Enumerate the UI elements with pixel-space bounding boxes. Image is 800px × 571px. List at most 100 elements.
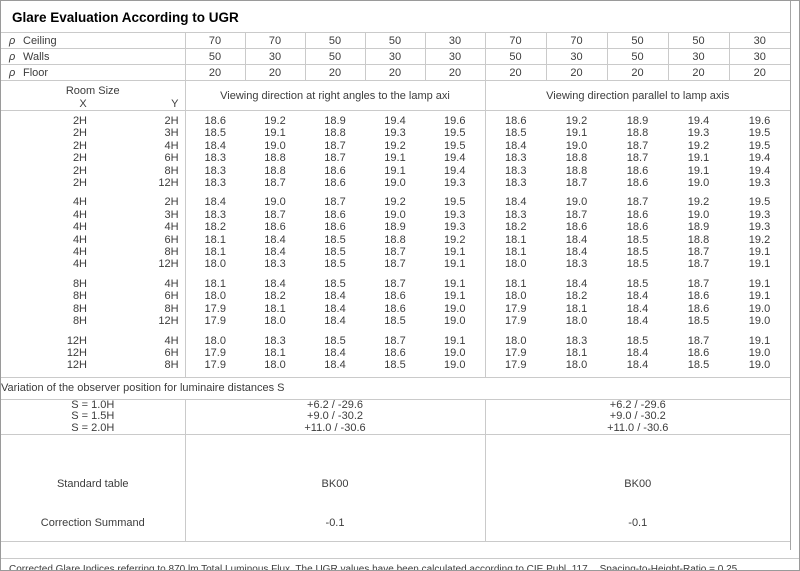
ugr-value: 19.0 [565, 196, 588, 209]
ugr-value: 19.5 [748, 127, 771, 140]
ugr-value: 18.1 [204, 233, 226, 246]
ugr-value: 18.5 [324, 334, 346, 347]
ugr-value: 17.9 [505, 302, 527, 315]
ugr-value: 18.0 [264, 359, 286, 372]
ugr-value: 18.7 [264, 177, 286, 190]
room-size-y: 2H [93, 110, 186, 128]
ugr-value: 19.2 [384, 196, 406, 209]
ugr-value: 18.4 [204, 139, 226, 152]
ugr-value: 18.4 [565, 246, 588, 259]
ugr-value: 18.2 [505, 221, 527, 234]
ugr-value: 19.0 [748, 359, 771, 372]
ugr-value: 19.3 [384, 127, 406, 140]
ugr-value: 18.5 [384, 315, 406, 328]
ugr-value: 18.7 [384, 246, 406, 259]
variation-note: Variation of the observer position for l… [1, 376, 790, 400]
ugr-value: 18.5 [384, 359, 406, 372]
ugr-value: 18.4 [626, 359, 649, 372]
standard-table-label: Standard table [56, 477, 129, 490]
ugr-value: 17.9 [204, 302, 226, 315]
ugr-value: 18.6 [626, 164, 649, 177]
room-size-y: 12H [93, 258, 186, 271]
room-size-x: 4H [72, 196, 87, 209]
ugr-value: 19.1 [425, 270, 486, 291]
room-size-x: 2H [72, 115, 87, 127]
ugr-value: 19.1 [425, 327, 486, 347]
ugr-row: 4H 2H 18.4 19.0 18.7 19.2 19.5 18.4 19.0… [1, 189, 790, 209]
ugr-value: 18.6 [565, 221, 588, 234]
room-size-y: 6H [93, 152, 186, 165]
ugr-value: 19.3 [748, 221, 771, 234]
ugr-value: 18.5 [626, 258, 649, 271]
ugr-value: 18.4 [565, 233, 588, 246]
ugr-value: 19.1 [748, 258, 771, 271]
ugr-value: 19.2 [687, 139, 710, 152]
ugr-value: 18.9 [384, 221, 406, 234]
reflectance-value: 30 [729, 48, 790, 65]
room-size-x: 2H [72, 177, 87, 190]
ugr-row: 8H 6H 18.0 18.2 18.4 18.6 19.1 18.0 18.2… [1, 290, 790, 303]
ugr-value: 18.4 [264, 246, 286, 259]
room-size-y: 8H [93, 164, 186, 178]
ugr-value: 18.7 [687, 334, 710, 347]
room-size-y: 8H [93, 302, 186, 316]
ugr-value: 19.4 [687, 115, 710, 127]
ugr-value: 18.7 [324, 139, 346, 152]
footer-note-bar: Corrected Glare Indices referring to 870… [1, 558, 799, 570]
room-size-y: 2H [93, 189, 186, 209]
ugr-value: 18.8 [565, 164, 588, 177]
ugr-value: 18.3 [505, 177, 527, 190]
ugr-value: 18.3 [204, 177, 226, 190]
reflectance-value: 70 [485, 33, 547, 49]
room-size-x: 4H [72, 233, 87, 246]
ugr-value: 19.2 [264, 115, 286, 127]
ugr-value: 18.4 [324, 346, 346, 359]
ugr-value: 18.4 [505, 139, 527, 152]
standard-table-value-left: BK00 [321, 477, 349, 490]
ugr-value: 19.3 [425, 221, 486, 234]
ugr-value: 19.1 [565, 127, 588, 140]
ugr-row: 8H 8H 17.9 18.1 18.4 18.6 19.0 17.9 18.1… [1, 302, 790, 316]
ugr-value: 18.5 [204, 127, 226, 140]
ugr-value: 18.5 [324, 233, 346, 246]
ugr-value: 19.0 [425, 302, 486, 316]
x-column-header: X [79, 97, 87, 110]
room-size-y: 12H [93, 315, 186, 328]
ugr-row: 2H 4H 18.4 19.0 18.7 19.2 19.5 18.4 19.0… [1, 139, 790, 153]
ugr-value: 19.4 [425, 152, 486, 165]
ugr-value: 17.9 [204, 315, 226, 328]
ugr-value: 19.3 [425, 177, 486, 190]
ugr-value: 18.7 [687, 246, 710, 259]
reflectance-value: 20 [185, 64, 246, 81]
ugr-row: 8H 12H 17.9 18.0 18.4 18.5 19.0 17.9 18.… [1, 315, 790, 328]
ugr-value: 18.5 [324, 277, 346, 290]
ugr-value: 18.3 [264, 258, 286, 271]
ugr-row: 2H 6H 18.3 18.8 18.7 19.1 19.4 18.3 18.8… [1, 152, 790, 165]
ugr-value: 18.7 [264, 208, 286, 221]
ugr-value: 18.7 [626, 196, 649, 209]
ugr-value: 18.4 [324, 290, 346, 303]
reflectance-value: 20 [305, 64, 366, 81]
ugr-value: 18.6 [626, 177, 649, 190]
ugr-value: 19.2 [425, 233, 486, 247]
reflectance-value: 70 [546, 33, 608, 49]
ugr-value: 18.3 [264, 334, 286, 347]
table-region: Glare Evaluation According to UGR ρ Ceili… [1, 1, 791, 550]
reflectance-value: 70 [245, 33, 306, 49]
ugr-value: 19.1 [425, 258, 486, 271]
room-size-x: 12H [66, 334, 87, 347]
ugr-value: 18.6 [687, 346, 710, 359]
ugr-value: 18.1 [505, 233, 527, 246]
reflectance-row: ρ Ceiling 70 70 50 50 30 70 70 50 50 30 [1, 33, 790, 49]
room-size-x: 12H [66, 346, 87, 359]
ugr-value: 18.0 [505, 258, 527, 271]
ugr-value: 19.1 [748, 277, 771, 290]
standard-table-value-right: BK00 [624, 477, 652, 490]
reflectance-value: 30 [546, 48, 608, 65]
ugr-value: 19.0 [425, 346, 486, 360]
room-size-y: 8H [93, 246, 186, 259]
ugr-value: 18.3 [204, 208, 226, 221]
ugr-row: 12H 6H 17.9 18.1 18.4 18.6 19.0 17.9 18.… [1, 346, 790, 360]
ugr-value: 18.4 [264, 277, 286, 290]
ugr-value: 18.1 [565, 346, 588, 359]
